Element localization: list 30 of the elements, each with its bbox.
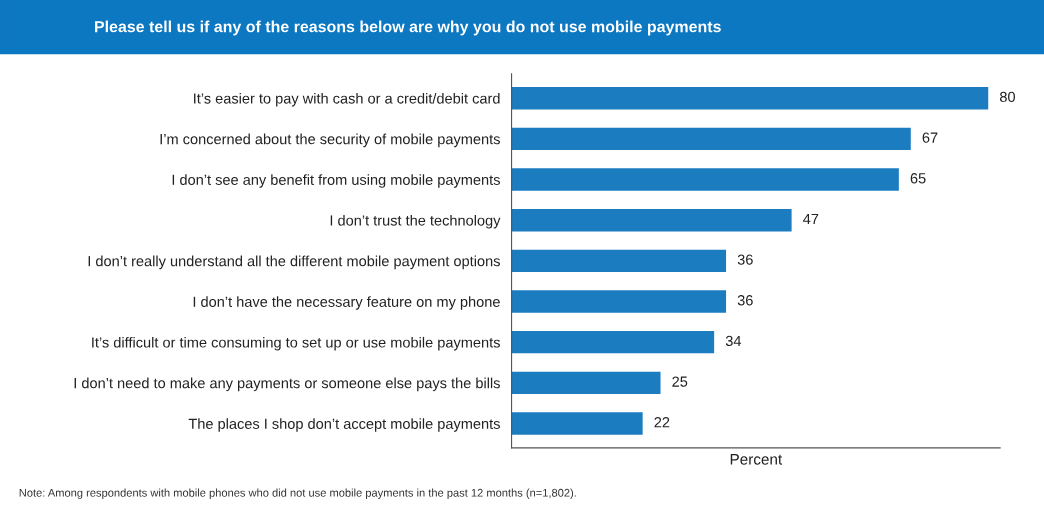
chart-title: Please tell us if any of the reasons below are why you do not use mobile payments	[95, 20, 721, 36]
y-tick-label: I don’t see any benefit from using mobile payments	[172, 174, 500, 188]
data-label: 36	[737, 254, 753, 265]
data-label: 80	[999, 91, 1015, 103]
bar	[511, 371, 661, 395]
bar	[511, 412, 643, 435]
x-axis-title: Percent	[730, 454, 783, 465]
data-label: 25	[672, 376, 688, 387]
data-label: 36	[737, 295, 753, 306]
bar	[511, 290, 727, 313]
y-tick-label: I don’t need to make any payments or someone else pays the bills	[74, 377, 500, 392]
y-tick-label: It’s difficult or time consuming to set up or use mobile payments	[92, 336, 500, 351]
data-label: 65	[910, 173, 926, 184]
bar	[511, 127, 911, 151]
data-label: 47	[803, 213, 819, 224]
bar	[511, 87, 989, 110]
data-label: 22	[654, 417, 670, 428]
data-label: 67	[922, 132, 938, 143]
y-tick-label: I don’t have the necessary feature on my phone	[193, 296, 500, 310]
y-tick-label: I don’t trust the technology	[330, 214, 501, 229]
y-tick-label: I don’t really understand all the different mobile payment options	[88, 255, 500, 270]
bar	[511, 209, 792, 232]
y-tick-label: I’m concerned about the security of mobile payments	[160, 133, 500, 148]
bar	[511, 331, 715, 354]
data-label: 34	[725, 335, 742, 347]
bar	[511, 168, 899, 191]
y-tick-label: The places I shop don’t accept mobile payments	[188, 418, 500, 432]
bar	[511, 249, 727, 273]
y-tick-label: It’s easier to pay with cash or a credit/debit card	[194, 92, 500, 107]
text: Note: Among respondents with mobile phones who did not use mobile payments in the past 12 months (n=1,802).	[19, 488, 576, 499]
